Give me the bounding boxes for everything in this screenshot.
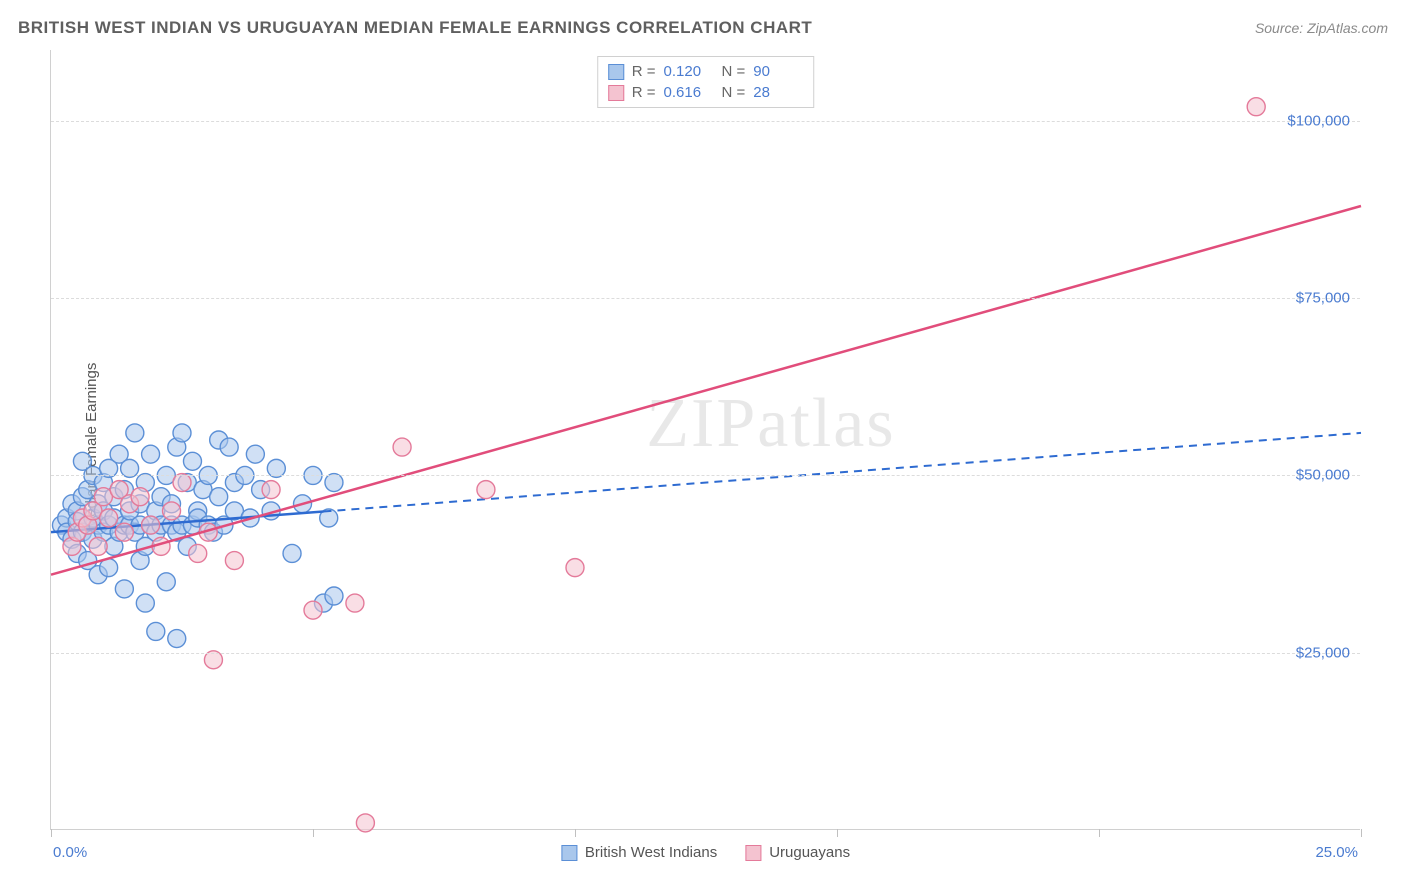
data-point xyxy=(283,544,301,562)
data-point xyxy=(100,509,118,527)
data-point xyxy=(325,587,343,605)
regression-line xyxy=(51,206,1361,575)
n-value: 90 xyxy=(753,63,803,80)
r-label: R = xyxy=(632,84,656,101)
data-point xyxy=(131,488,149,506)
legend-series-label: Uruguayans xyxy=(769,844,850,861)
data-point xyxy=(126,424,144,442)
data-point xyxy=(142,516,160,534)
data-point xyxy=(163,502,181,520)
r-label: R = xyxy=(632,63,656,80)
y-tick-label: $50,000 xyxy=(1296,467,1350,484)
chart-plot-area: ZIPatlas R =0.120N =90R =0.616N =28 0.0%… xyxy=(50,50,1360,830)
gridline xyxy=(51,475,1360,476)
legend-stat-row: R = 0.616 N = 28 xyxy=(608,82,804,103)
chart-title: BRITISH WEST INDIAN VS URUGUAYAN MEDIAN … xyxy=(18,18,812,38)
data-point xyxy=(304,601,322,619)
legend-stat-row: R = 0.120 N = 90 xyxy=(608,61,804,82)
data-point xyxy=(136,594,154,612)
legend-swatch xyxy=(561,845,577,861)
data-point xyxy=(147,622,165,640)
data-point xyxy=(115,523,133,541)
gridline xyxy=(51,298,1360,299)
r-value: 0.616 xyxy=(664,84,714,101)
source-attribution: Source: ZipAtlas.com xyxy=(1255,20,1388,36)
data-point xyxy=(566,559,584,577)
legend-stats-box: R = 0.120 N = 90 R = 0.616 N = 28 xyxy=(597,56,815,108)
legend-series-box: British West Indians Uruguayans xyxy=(561,844,850,861)
data-point xyxy=(346,594,364,612)
data-point xyxy=(1247,98,1265,116)
x-tick xyxy=(1099,829,1100,837)
x-axis-min-label: 0.0% xyxy=(53,844,87,861)
data-point xyxy=(262,481,280,499)
legend-series-item: British West Indians xyxy=(561,844,717,861)
legend-swatch xyxy=(745,845,761,861)
legend-swatch xyxy=(608,64,624,80)
data-point xyxy=(246,445,264,463)
x-tick xyxy=(837,829,838,837)
data-point xyxy=(173,424,191,442)
data-point xyxy=(393,438,411,456)
y-tick-label: $100,000 xyxy=(1287,112,1350,129)
data-point xyxy=(225,552,243,570)
data-point xyxy=(356,814,374,832)
gridline xyxy=(51,121,1360,122)
data-point xyxy=(157,573,175,591)
legend-swatch xyxy=(608,85,624,101)
data-point xyxy=(115,580,133,598)
x-tick xyxy=(313,829,314,837)
data-point xyxy=(168,630,186,648)
n-label: N = xyxy=(722,84,746,101)
n-label: N = xyxy=(722,63,746,80)
x-tick xyxy=(575,829,576,837)
data-point xyxy=(220,438,238,456)
data-point xyxy=(142,445,160,463)
x-tick xyxy=(51,829,52,837)
r-value: 0.120 xyxy=(664,63,714,80)
x-tick xyxy=(1361,829,1362,837)
legend-series-item: Uruguayans xyxy=(745,844,850,861)
regression-line-dashed xyxy=(323,433,1361,512)
x-axis-max-label: 25.0% xyxy=(1315,844,1358,861)
data-point xyxy=(189,544,207,562)
legend-series-label: British West Indians xyxy=(585,844,717,861)
data-point xyxy=(89,537,107,555)
scatter-plot-svg xyxy=(51,50,1360,829)
n-value: 28 xyxy=(753,84,803,101)
data-point xyxy=(210,488,228,506)
y-tick-label: $25,000 xyxy=(1296,644,1350,661)
data-point xyxy=(183,452,201,470)
gridline xyxy=(51,653,1360,654)
data-point xyxy=(477,481,495,499)
y-tick-label: $75,000 xyxy=(1296,290,1350,307)
